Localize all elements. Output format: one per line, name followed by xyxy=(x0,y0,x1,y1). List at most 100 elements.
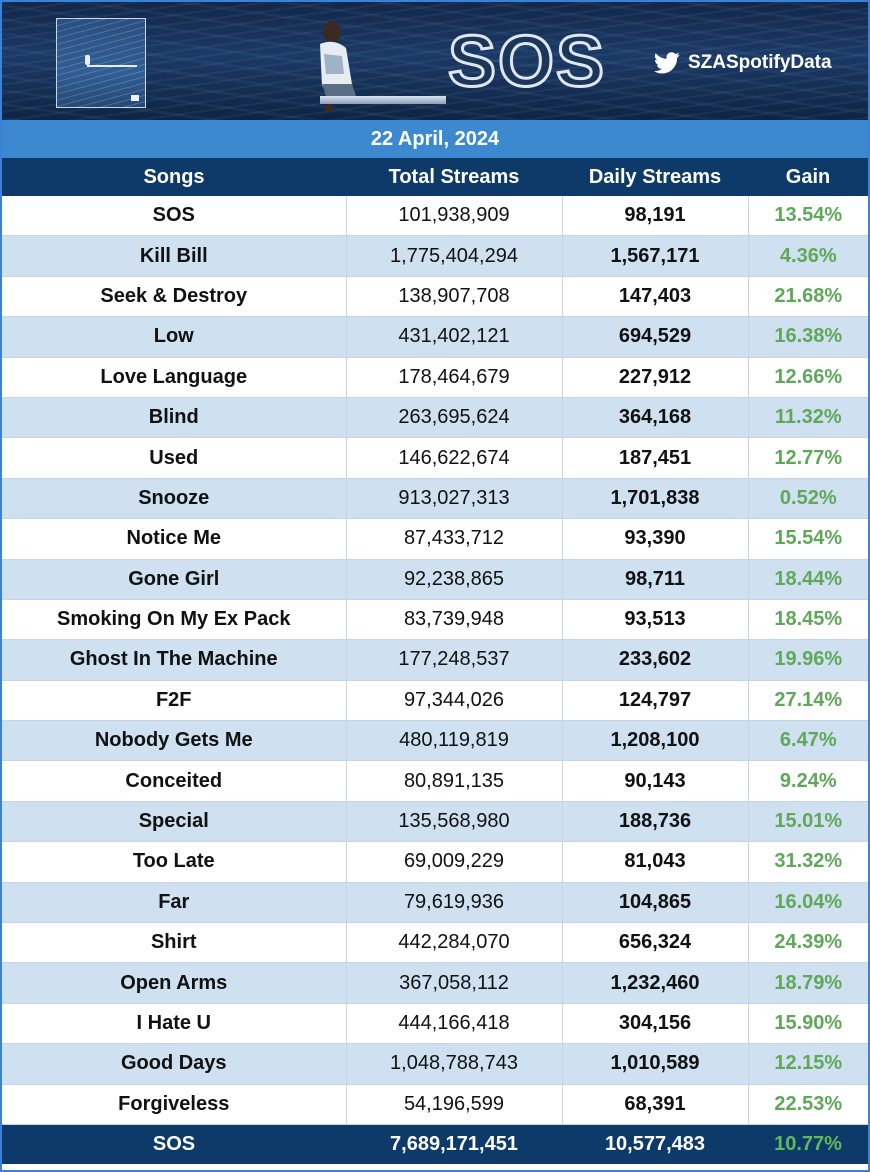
song-name: Forgiveless xyxy=(2,1084,347,1125)
column-header-daily-streams: Daily Streams xyxy=(588,165,722,188)
gain-percent: 24.39% xyxy=(748,922,868,964)
gain-percent: 15.90% xyxy=(748,1003,868,1045)
column-header-gain: Gain xyxy=(785,165,831,188)
gain-percent: 31.32% xyxy=(748,841,868,883)
song-name: Open Arms xyxy=(2,962,347,1004)
song-name: Blind xyxy=(2,397,347,439)
table-body: SOS 101,938,909 98,191 13.54% Kill Bill 1,775… xyxy=(2,196,868,1125)
daily-streams: 1,010,589 xyxy=(562,1043,749,1085)
total-label: SOS xyxy=(152,1133,196,1156)
table-row: Ghost In The Machine 177,248,537 233,602 19… xyxy=(2,639,868,681)
song-name: Ghost In The Machine xyxy=(2,639,347,681)
table-row: Special 135,568,980 188,736 15.01% xyxy=(2,801,868,843)
song-name: Conceited xyxy=(2,760,347,802)
total-streams: 444,166,418 xyxy=(346,1003,563,1045)
gain-percent: 12.15% xyxy=(748,1043,868,1085)
total-streams: 92,238,865 xyxy=(346,559,563,600)
table-row: Love Language 178,464,679 227,912 12.66% xyxy=(2,357,868,398)
daily-streams: 304,156 xyxy=(562,1003,749,1045)
table-row: Too Late 69,009,229 81,043 31.32% xyxy=(2,841,868,883)
song-name: I Hate U xyxy=(2,1003,347,1045)
daily-streams: 1,567,171 xyxy=(562,235,749,277)
daily-streams: 98,711 xyxy=(562,559,749,600)
daily-streams: 124,797 xyxy=(562,680,749,722)
table-row: Nobody Gets Me 480,119,819 1,208,100 6.47% xyxy=(2,720,868,762)
song-name: Love Language xyxy=(2,357,347,398)
daily-streams: 656,324 xyxy=(562,922,749,964)
song-name: F2F xyxy=(2,680,347,722)
gain-percent: 15.01% xyxy=(748,801,868,843)
twitter-bird-icon xyxy=(654,52,680,74)
daily-streams: 188,736 xyxy=(562,801,749,843)
sos-logo: SOS xyxy=(446,21,606,104)
streams-table: Songs Total Streams Daily Streams Gain S… xyxy=(2,158,868,1165)
gain-percent: 12.77% xyxy=(748,437,868,479)
diving-board xyxy=(320,96,446,104)
gain-percent: 27.14% xyxy=(748,680,868,722)
song-name: Good Days xyxy=(2,1043,347,1085)
song-name: Far xyxy=(2,882,347,924)
total-streams: 69,009,229 xyxy=(346,841,563,883)
gain-percent: 19.96% xyxy=(748,639,868,681)
song-name: Low xyxy=(2,316,347,358)
gain-percent: 18.44% xyxy=(748,559,868,600)
daily-streams: 1,232,460 xyxy=(562,962,749,1004)
table-row: Kill Bill 1,775,404,294 1,567,171 4.36% xyxy=(2,235,868,277)
gain-percent: 16.04% xyxy=(748,882,868,924)
daily-streams: 98,191 xyxy=(562,196,749,237)
gain-percent: 16.38% xyxy=(748,316,868,358)
song-name: Too Late xyxy=(2,841,347,883)
table-row: Good Days 1,048,788,743 1,010,589 12.15% xyxy=(2,1043,868,1085)
album-cover xyxy=(56,18,146,108)
total-streams: 138,907,708 xyxy=(346,276,563,318)
header-banner: SOS SZASpotifyData xyxy=(2,2,868,120)
song-name: Snooze xyxy=(2,478,347,520)
total-streams-sum: 7,689,171,451 xyxy=(390,1133,518,1156)
total-streams: 1,048,788,743 xyxy=(346,1043,563,1085)
gain-percent: 15.54% xyxy=(748,518,868,560)
table-row: Conceited 80,891,135 90,143 9.24% xyxy=(2,760,868,802)
table-row: I Hate U 444,166,418 304,156 15.90% xyxy=(2,1003,868,1045)
gain-percent: 9.24% xyxy=(748,760,868,802)
twitter-handle: SZASpotifyData xyxy=(654,52,832,74)
table-row: Blind 263,695,624 364,168 11.32% xyxy=(2,397,868,439)
total-streams: 97,344,026 xyxy=(346,680,563,722)
table-row: Seek & Destroy 138,907,708 147,403 21.68% xyxy=(2,276,868,318)
total-streams: 480,119,819 xyxy=(346,720,563,762)
song-name: Nobody Gets Me xyxy=(2,720,347,762)
column-header-total-streams: Total Streams xyxy=(388,165,520,188)
daily-streams: 1,701,838 xyxy=(562,478,749,520)
total-streams: 146,622,674 xyxy=(346,437,563,479)
daily-streams: 93,390 xyxy=(562,518,749,560)
daily-streams: 233,602 xyxy=(562,639,749,681)
daily-streams: 81,043 xyxy=(562,841,749,883)
gain-percent: 4.36% xyxy=(748,235,868,277)
song-name: Smoking On My Ex Pack xyxy=(2,599,347,641)
svg-text:SOS: SOS xyxy=(448,22,606,102)
total-streams: 367,058,112 xyxy=(346,962,563,1004)
total-streams: 442,284,070 xyxy=(346,922,563,964)
column-header-songs: Songs xyxy=(143,165,205,188)
table-header-row: Songs Total Streams Daily Streams Gain xyxy=(2,158,868,196)
total-streams: 431,402,121 xyxy=(346,316,563,358)
date-band: 22 April, 2024 xyxy=(2,120,868,158)
gain-percent: 13.54% xyxy=(748,196,868,237)
gain-percent: 22.53% xyxy=(748,1084,868,1125)
daily-streams: 364,168 xyxy=(562,397,749,439)
total-gain: 10.77% xyxy=(774,1133,842,1156)
song-name: Notice Me xyxy=(2,518,347,560)
table-row: Low 431,402,121 694,529 16.38% xyxy=(2,316,868,358)
gain-percent: 6.47% xyxy=(748,720,868,762)
table-row: SOS 101,938,909 98,191 13.54% xyxy=(2,196,868,237)
gain-percent: 0.52% xyxy=(748,478,868,520)
total-streams: 135,568,980 xyxy=(346,801,563,843)
table-row: Gone Girl 92,238,865 98,711 18.44% xyxy=(2,559,868,600)
total-row: SOS 7,689,171,451 10,577,483 10.77% xyxy=(2,1124,868,1165)
song-name: SOS xyxy=(2,196,347,237)
song-name: Seek & Destroy xyxy=(2,276,347,318)
song-name: Kill Bill xyxy=(2,235,347,277)
total-streams: 913,027,313 xyxy=(346,478,563,520)
table-row: Far 79,619,936 104,865 16.04% xyxy=(2,882,868,924)
total-streams: 178,464,679 xyxy=(346,357,563,398)
